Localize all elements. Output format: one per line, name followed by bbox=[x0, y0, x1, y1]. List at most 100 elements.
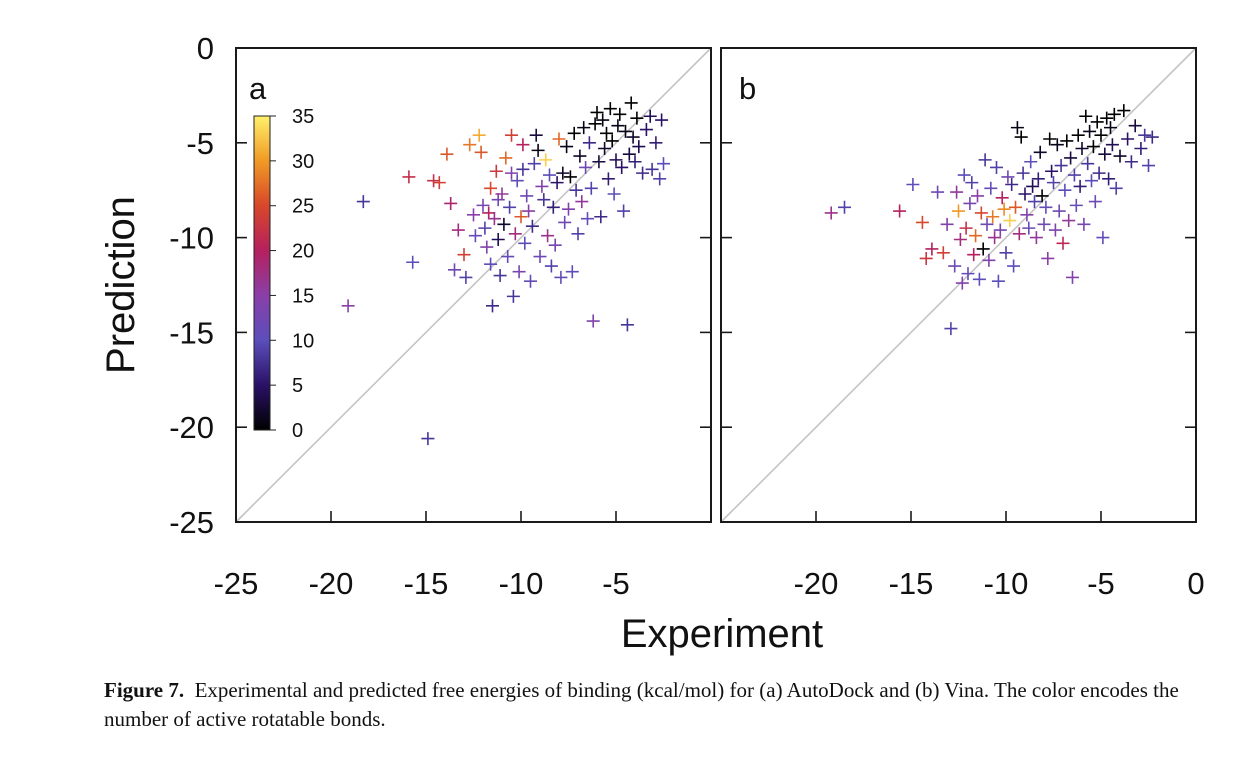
panel-a: 0 -5 -10 -15 -20 -25 -25 -20 -15 -10 -5 a 35 30 25 2… bbox=[169, 31, 712, 601]
data-point bbox=[596, 113, 610, 127]
data-point bbox=[619, 124, 632, 138]
data-point bbox=[990, 160, 1003, 174]
data-point bbox=[1094, 128, 1108, 142]
data-point bbox=[1033, 145, 1047, 159]
data-point bbox=[516, 162, 530, 176]
data-point bbox=[525, 219, 539, 233]
data-point bbox=[463, 138, 477, 152]
data-point bbox=[1005, 178, 1019, 192]
data-point bbox=[544, 259, 558, 273]
data-point bbox=[459, 270, 473, 284]
data-point bbox=[950, 185, 964, 199]
data-point bbox=[967, 248, 981, 262]
data-point bbox=[649, 136, 663, 150]
y-tick-label: -25 bbox=[169, 505, 214, 540]
figure-caption: Figure 7. Experimental and predicted fre… bbox=[104, 676, 1224, 734]
data-point bbox=[984, 181, 998, 195]
data-point bbox=[1007, 259, 1021, 273]
plot-frame-a bbox=[235, 47, 712, 523]
data-point bbox=[552, 132, 566, 146]
data-point bbox=[603, 102, 617, 116]
x-tick-label: 0 bbox=[1187, 566, 1204, 601]
colorbar: 35 30 25 20 15 10 5 0 bbox=[253, 106, 314, 442]
colorbar-ticks: 35 30 25 20 15 10 5 0 bbox=[270, 106, 314, 442]
y-ticks-a: 0 -5 -10 -15 -20 -25 bbox=[169, 31, 711, 540]
plot-frame-b bbox=[720, 47, 1197, 523]
data-point bbox=[472, 128, 486, 142]
data-point bbox=[974, 206, 988, 220]
data-point bbox=[915, 215, 929, 229]
data-point bbox=[957, 168, 971, 182]
data-point bbox=[546, 200, 560, 214]
data-point bbox=[1050, 138, 1064, 152]
data-point bbox=[1026, 179, 1040, 193]
data-point bbox=[573, 149, 587, 163]
data-point bbox=[467, 208, 480, 222]
x-tick-label: -5 bbox=[1087, 566, 1115, 601]
data-point bbox=[1039, 200, 1053, 214]
caption-label: Figure 7. bbox=[104, 678, 185, 702]
data-point bbox=[824, 206, 838, 220]
data-point bbox=[506, 289, 520, 303]
colorbar-tick-label: 10 bbox=[292, 330, 314, 352]
data-point bbox=[1060, 134, 1074, 148]
panel-label-b: b bbox=[739, 71, 756, 106]
data-point bbox=[582, 136, 596, 150]
data-point bbox=[893, 204, 907, 218]
data-point bbox=[1024, 155, 1038, 169]
data-point bbox=[590, 105, 604, 119]
y-tick-label: -15 bbox=[169, 315, 214, 350]
data-point bbox=[1086, 140, 1100, 154]
data-point bbox=[1138, 128, 1152, 142]
data-point bbox=[588, 117, 602, 131]
data-point bbox=[575, 195, 589, 209]
data-point bbox=[639, 123, 653, 137]
data-point bbox=[972, 272, 986, 286]
x-tick-label: -10 bbox=[499, 566, 544, 601]
data-point bbox=[601, 172, 615, 186]
data-point bbox=[1041, 251, 1055, 265]
data-point bbox=[1014, 130, 1028, 144]
data-point bbox=[969, 229, 983, 243]
data-point bbox=[468, 229, 482, 243]
data-point bbox=[944, 322, 958, 336]
data-point bbox=[1009, 200, 1022, 214]
colorbar-tick-label: 20 bbox=[292, 241, 314, 263]
data-point bbox=[476, 198, 490, 212]
colorbar-tick-label: 35 bbox=[292, 106, 314, 128]
data-point bbox=[565, 265, 579, 279]
data-point bbox=[1096, 231, 1110, 245]
data-point bbox=[432, 176, 446, 190]
data-point bbox=[522, 204, 536, 218]
data-point bbox=[341, 299, 355, 313]
x-tick-label: -20 bbox=[309, 566, 354, 601]
data-point bbox=[1092, 166, 1106, 180]
data-point bbox=[611, 119, 625, 133]
points-b bbox=[824, 104, 1159, 336]
data-point bbox=[1069, 198, 1083, 212]
data-point bbox=[645, 162, 659, 176]
data-point bbox=[1058, 183, 1072, 197]
data-point bbox=[584, 181, 598, 195]
data-point bbox=[440, 147, 454, 161]
data-point bbox=[609, 153, 623, 167]
data-point bbox=[1124, 155, 1138, 169]
data-point bbox=[1077, 217, 1091, 231]
data-point bbox=[630, 111, 644, 125]
data-point bbox=[626, 130, 640, 144]
data-point bbox=[592, 155, 606, 169]
data-point bbox=[936, 246, 950, 260]
data-point bbox=[520, 189, 534, 203]
x-tick-label: -10 bbox=[984, 566, 1029, 601]
data-point bbox=[1043, 132, 1057, 146]
data-point bbox=[838, 200, 851, 214]
data-point bbox=[535, 179, 549, 193]
data-point bbox=[615, 160, 629, 174]
data-point bbox=[1105, 138, 1119, 152]
data-point bbox=[541, 229, 555, 243]
y-axis-title: Prediction bbox=[99, 196, 143, 374]
data-point bbox=[636, 166, 650, 180]
data-point bbox=[997, 202, 1011, 216]
x-ticks-b: -20 -15 -10 -5 0 bbox=[721, 47, 1205, 601]
data-point bbox=[632, 140, 646, 154]
